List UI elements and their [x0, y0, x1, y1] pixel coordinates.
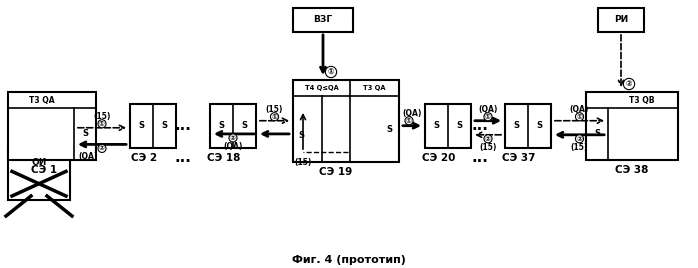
Text: ①: ①	[328, 68, 334, 76]
Bar	[598, 8, 644, 32]
Text: Фиг. 4 (прототип): Фиг. 4 (прототип)	[292, 255, 406, 265]
Text: СЭ 19: СЭ 19	[319, 167, 352, 177]
Text: S: S	[218, 121, 225, 131]
Text: (QA): (QA)	[402, 109, 422, 118]
Text: ...: ...	[174, 151, 191, 166]
Text: Т3 QA: Т3 QA	[29, 95, 55, 105]
Text: S: S	[386, 125, 392, 133]
Text: СЭ 20: СЭ 20	[422, 153, 456, 163]
Text: ①: ①	[406, 118, 412, 124]
Text: СЭ 18: СЭ 18	[207, 153, 241, 163]
Bar	[586, 92, 678, 160]
Text: (QA): (QA)	[78, 152, 98, 161]
Text: S: S	[433, 121, 440, 131]
Text: S: S	[514, 121, 519, 131]
Bar	[293, 80, 399, 162]
Text: Т3 QA: Т3 QA	[364, 85, 386, 91]
Bar	[293, 8, 353, 32]
Text: ①: ①	[485, 114, 491, 120]
Text: ...: ...	[472, 118, 489, 133]
Text: Т3 QB: Т3 QB	[630, 95, 655, 105]
Text: ②: ②	[625, 80, 632, 88]
Text: (15): (15)	[295, 158, 312, 166]
Bar	[8, 92, 96, 160]
Text: Т4 Q≤QA: Т4 Q≤QA	[305, 85, 339, 91]
Bar	[505, 104, 551, 148]
Text: S: S	[161, 121, 168, 131]
Text: (15): (15)	[480, 143, 497, 152]
Text: ②: ②	[485, 136, 491, 142]
Bar	[425, 104, 471, 148]
Text: S: S	[82, 129, 88, 139]
Bar	[210, 104, 256, 148]
Text: ...: ...	[472, 151, 489, 166]
Text: ②: ②	[230, 135, 236, 141]
Text: S: S	[138, 121, 144, 131]
Text: ①: ①	[272, 114, 277, 120]
Text: ②: ②	[99, 146, 105, 151]
Text: S: S	[242, 121, 248, 131]
Text: ОИ: ОИ	[31, 158, 47, 167]
Text: S: S	[298, 131, 304, 140]
Text: (QA): (QA)	[223, 142, 243, 151]
Text: СЭ 1: СЭ 1	[31, 165, 57, 175]
Text: ВЗГ: ВЗГ	[313, 16, 332, 24]
Text: S: S	[594, 129, 600, 139]
Text: СЭ 38: СЭ 38	[616, 165, 648, 175]
Text: S: S	[456, 121, 463, 131]
Text: ①: ①	[577, 114, 582, 120]
Text: S: S	[537, 121, 542, 131]
Text: СЭ 2: СЭ 2	[131, 153, 157, 163]
Text: (QA): (QA)	[570, 105, 589, 114]
Text: (15): (15)	[266, 105, 283, 114]
Text: СЭ 37: СЭ 37	[502, 153, 535, 163]
Bar	[8, 148, 70, 200]
Text: (15): (15)	[571, 143, 588, 152]
Text: (15): (15)	[94, 112, 111, 121]
Text: ...: ...	[174, 118, 191, 133]
Text: ②: ②	[577, 136, 582, 142]
Bar	[130, 104, 176, 148]
Text: ①: ①	[99, 121, 105, 127]
Text: (QA): (QA)	[478, 105, 498, 114]
Text: РИ: РИ	[614, 16, 628, 24]
